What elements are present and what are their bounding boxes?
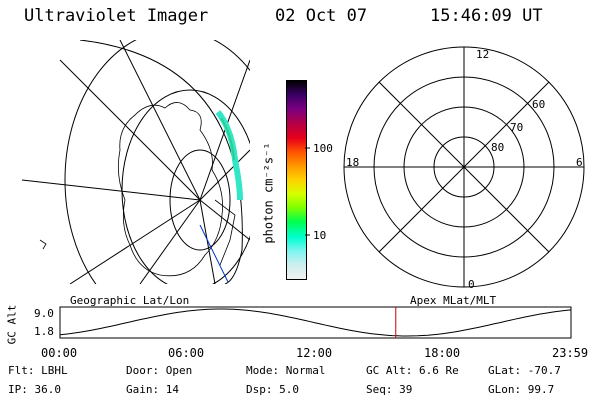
- left-map-caption: Geographic Lat/Lon: [70, 294, 190, 307]
- info-glat: GLat: -70.7: [488, 364, 561, 377]
- time-label: 15:46:09 UT: [430, 6, 543, 26]
- colorbar-tick-10: 10: [313, 229, 327, 242]
- date-label: 02 Oct 07: [275, 6, 368, 26]
- timeline-ytick-max: 9.0: [34, 307, 54, 320]
- info-ip: IP: 36.0: [8, 383, 61, 396]
- info-dsp: Dsp: 5.0: [246, 383, 299, 396]
- timeline-xtick-0000: 00:00: [41, 346, 78, 360]
- timeline-plot: [59, 306, 572, 339]
- info-glon: GLon: 99.7: [488, 383, 555, 396]
- mlt-label-12: 12: [476, 48, 490, 61]
- timeline-xtick-2359: 23:59: [552, 346, 589, 360]
- info-mode: Mode: Normal: [246, 364, 326, 377]
- mlt-label-18: 18: [346, 156, 360, 169]
- lat-label-60: 60: [532, 98, 546, 111]
- instrument-title: Ultraviolet Imager: [24, 6, 209, 26]
- colorbar: [286, 80, 307, 280]
- mlt-label-6: 6: [576, 156, 583, 169]
- info-gcalt: GC Alt: 6.6 Re: [366, 364, 459, 377]
- timeline-xtick-1800: 18:00: [424, 346, 461, 360]
- info-gain: Gain: 14: [126, 383, 179, 396]
- colorbar-tick-100: 100: [313, 142, 333, 155]
- timeline-xtick-0600: 06:00: [168, 346, 205, 360]
- info-seq: Seq: 39: [366, 383, 413, 396]
- timeline-ytick-min: 1.8: [34, 325, 54, 338]
- lat-label-80: 80: [491, 141, 505, 154]
- timeline-xtick-1200: 12:00: [296, 346, 333, 360]
- right-map-caption: Apex MLat/MLT: [410, 294, 497, 307]
- timeline-ylabel: GC Alt: [5, 304, 19, 345]
- info-door: Door: Open: [126, 364, 193, 377]
- info-flt: Flt: LBHL: [8, 364, 68, 377]
- colorbar-ticks: [305, 147, 310, 236]
- mlt-label-0: 0: [468, 278, 475, 291]
- lat-label-70: 70: [510, 121, 524, 134]
